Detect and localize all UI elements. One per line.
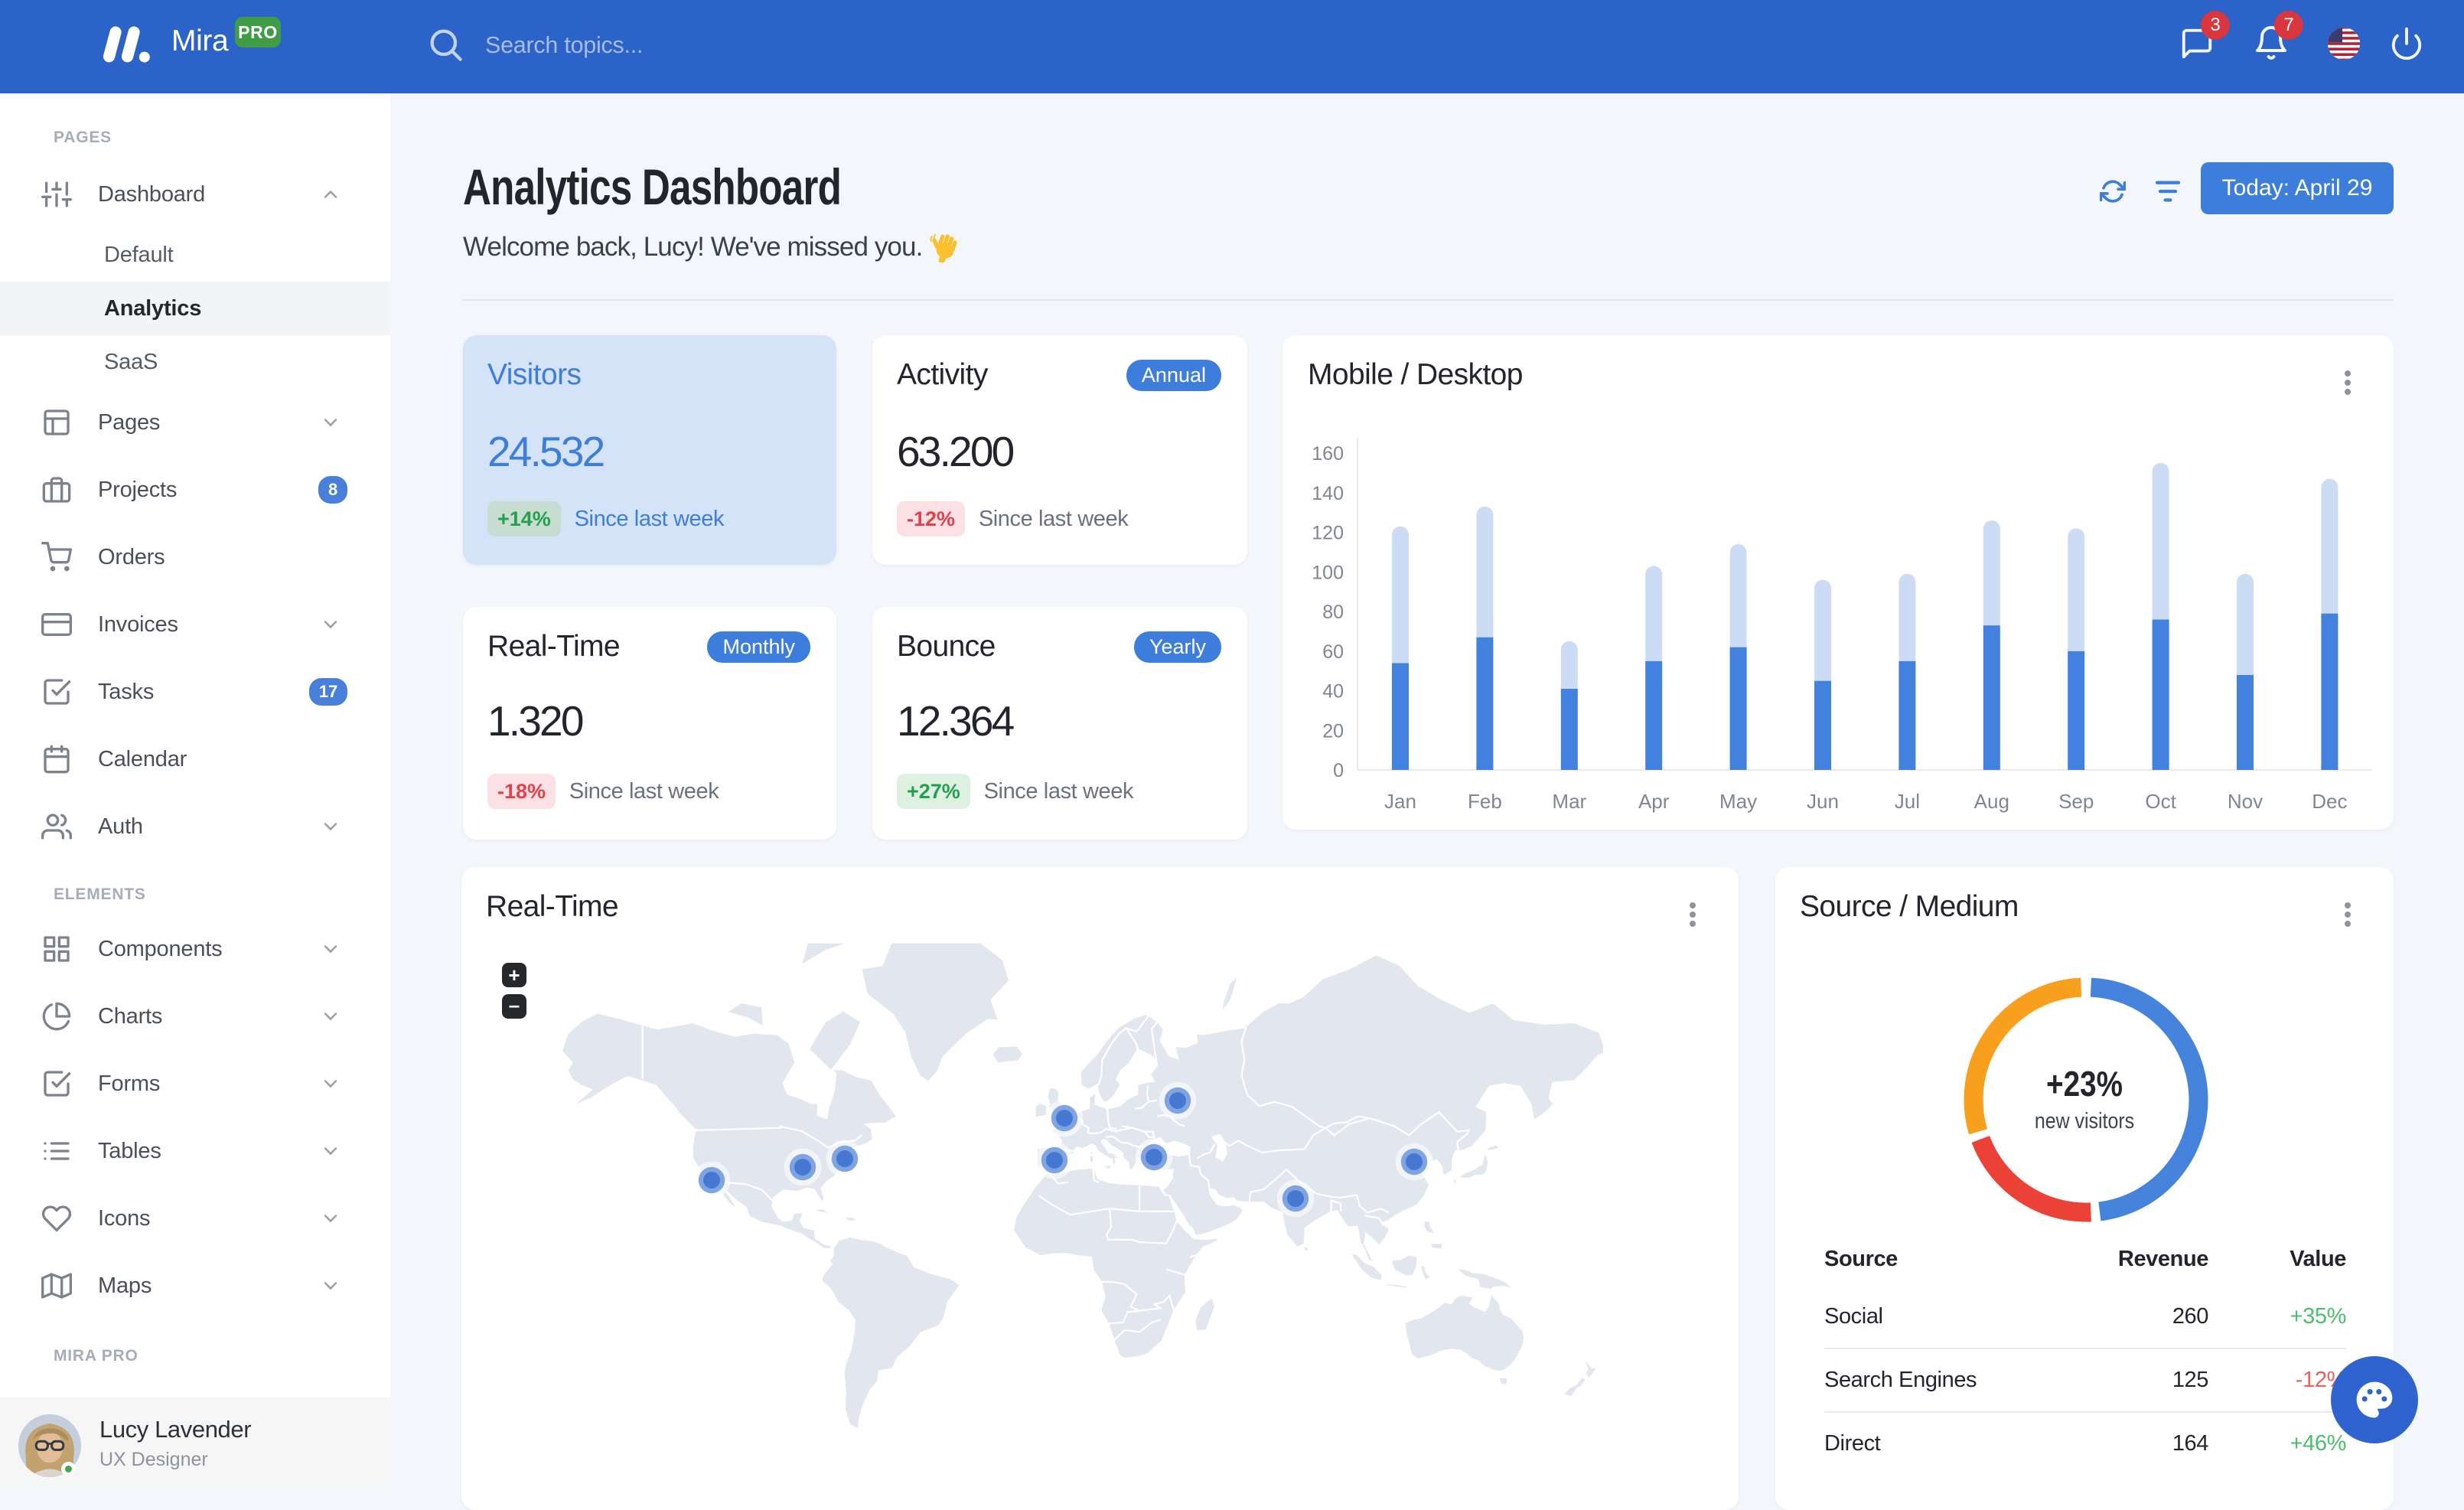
svg-text:Jan: Jan — [1384, 790, 1416, 813]
svg-text:0: 0 — [1333, 760, 1344, 781]
svg-text:Nov: Nov — [2228, 790, 2263, 813]
svg-text:40: 40 — [1322, 681, 1344, 703]
svg-text:20: 20 — [1322, 720, 1344, 742]
svg-text:160: 160 — [1312, 443, 1344, 465]
svg-text:Apr: Apr — [1638, 790, 1670, 813]
svg-text:Feb: Feb — [1468, 790, 1502, 813]
svg-text:Dec: Dec — [2312, 790, 2347, 813]
svg-text:Oct: Oct — [2145, 790, 2176, 813]
svg-text:100: 100 — [1312, 562, 1344, 583]
svg-text:Aug: Aug — [1974, 790, 2009, 813]
svg-text:80: 80 — [1322, 602, 1344, 623]
svg-text:Jul: Jul — [1895, 790, 1920, 813]
svg-text:Sep: Sep — [2058, 790, 2094, 813]
svg-text:140: 140 — [1312, 483, 1344, 504]
svg-text:120: 120 — [1312, 523, 1344, 544]
svg-text:60: 60 — [1322, 641, 1344, 663]
svg-text:May: May — [1719, 790, 1757, 813]
svg-text:Jun: Jun — [1807, 790, 1839, 813]
svg-text:Mar: Mar — [1552, 790, 1586, 813]
